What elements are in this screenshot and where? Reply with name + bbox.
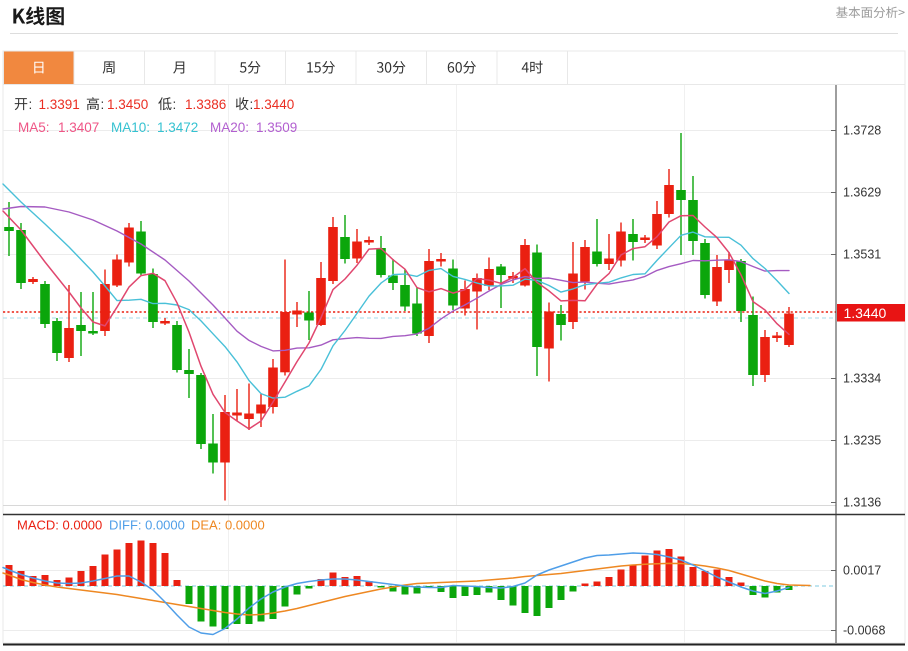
svg-text:1.3509: 1.3509	[256, 120, 297, 135]
svg-text:-0.0068: -0.0068	[843, 624, 885, 638]
svg-text:0.0017: 0.0017	[843, 564, 881, 578]
svg-text:1.3440: 1.3440	[844, 305, 887, 321]
svg-text:1.3440: 1.3440	[253, 97, 294, 112]
svg-text:1.3386: 1.3386	[185, 97, 226, 112]
svg-text:1.3391: 1.3391	[39, 97, 80, 112]
svg-text:MA10:: MA10:	[111, 120, 150, 135]
svg-text:1.3728: 1.3728	[843, 124, 881, 138]
svg-text:MA20:: MA20:	[210, 120, 249, 135]
svg-text:1.3334: 1.3334	[843, 372, 881, 386]
svg-text::: :	[29, 97, 33, 112]
svg-text:1.3450: 1.3450	[107, 97, 148, 112]
svg-text::: :	[250, 97, 254, 112]
svg-text:1.3629: 1.3629	[843, 186, 881, 200]
svg-text:DEA: 0.0000: DEA: 0.0000	[191, 518, 265, 533]
svg-text:DIFF: 0.0000: DIFF: 0.0000	[109, 518, 185, 533]
svg-text::: :	[173, 97, 177, 112]
svg-text:MACD: 0.0000: MACD: 0.0000	[17, 518, 102, 533]
svg-text:1.3407: 1.3407	[58, 120, 99, 135]
svg-text:MA5:: MA5:	[18, 120, 50, 135]
svg-text:1.3472: 1.3472	[157, 120, 198, 135]
svg-text:1.3136: 1.3136	[843, 496, 881, 510]
svg-text:1.3531: 1.3531	[843, 248, 881, 262]
svg-text::: :	[101, 97, 105, 112]
svg-text:1.3235: 1.3235	[843, 434, 881, 448]
